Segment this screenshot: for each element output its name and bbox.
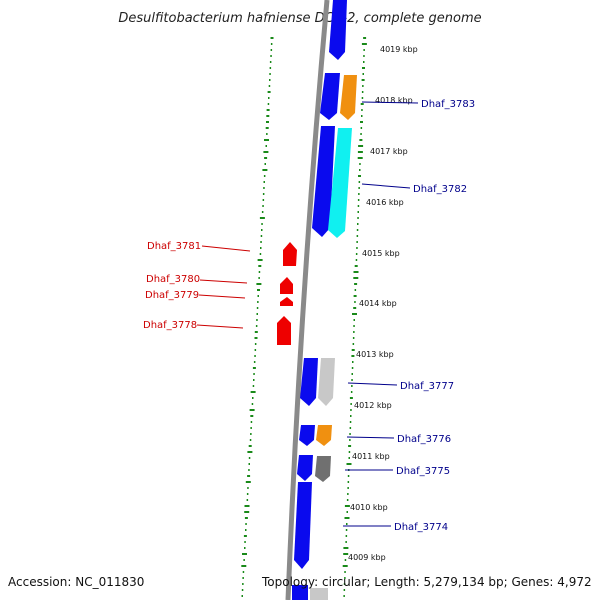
gene-label: Dhaf_3780 bbox=[146, 274, 200, 285]
reverse-gene-labels: Dhaf_3781 Dhaf_3780 Dhaf_3779 Dhaf_3778 bbox=[143, 241, 201, 331]
ruler-label: 4017 kbp bbox=[370, 147, 408, 156]
ruler-label: 4014 kbp bbox=[359, 299, 397, 308]
gene-arrow bbox=[329, 0, 347, 60]
ruler-label: 4010 kbp bbox=[350, 503, 388, 512]
gene-arrow bbox=[280, 277, 293, 294]
colored-genes bbox=[310, 75, 357, 600]
ruler-label: 4018 kbp bbox=[375, 96, 413, 105]
genome-title: Desulfitobacterium hafniense DCB-2, comp… bbox=[118, 11, 481, 26]
gene-arrow-lightgray bbox=[318, 358, 335, 406]
forward-gene-labels: Dhaf_3783 Dhaf_3782 Dhaf_3777 Dhaf_3776 … bbox=[394, 99, 475, 533]
ruler-label: 4019 kbp bbox=[380, 45, 418, 54]
gene-label: Dhaf_3777 bbox=[400, 381, 454, 392]
gene-arrow-orange bbox=[340, 75, 357, 120]
leader-line bbox=[347, 382, 398, 386]
forward-label-lines bbox=[343, 101, 419, 527]
leader-line bbox=[361, 183, 411, 189]
ruler-label: 4012 kbp bbox=[354, 401, 392, 410]
forward-strand-genes bbox=[292, 0, 347, 600]
ruler-label: 4011 kbp bbox=[352, 452, 390, 461]
gene-label: Dhaf_3781 bbox=[147, 241, 201, 252]
gene-arrow-orange bbox=[316, 425, 332, 446]
gene-label: Dhaf_3783 bbox=[421, 99, 475, 110]
leader-line bbox=[201, 245, 251, 252]
gene-arrow-cyan bbox=[328, 128, 352, 238]
gene-arrow bbox=[294, 482, 312, 569]
reverse-strand-genes bbox=[277, 242, 297, 345]
gene-arrow-lightgray bbox=[310, 588, 328, 600]
ruler-label: 4013 kbp bbox=[356, 350, 394, 359]
gene-label: Dhaf_3775 bbox=[396, 466, 450, 477]
gene-arrow bbox=[320, 73, 340, 120]
gene-label: Dhaf_3774 bbox=[394, 522, 448, 533]
gene-label: Dhaf_3776 bbox=[397, 434, 451, 445]
gene-arrow bbox=[312, 126, 335, 237]
gene-label: Dhaf_3779 bbox=[145, 290, 199, 301]
gene-arrow bbox=[277, 316, 291, 345]
gene-arrow bbox=[300, 358, 318, 406]
leader-line bbox=[361, 101, 419, 104]
gene-label: Dhaf_3782 bbox=[413, 184, 467, 195]
gc-track-left bbox=[241, 37, 274, 597]
gene-arrow bbox=[292, 585, 308, 600]
gene-arrow bbox=[299, 425, 315, 446]
genome-backbone bbox=[285, 0, 330, 600]
topology-text: Topology: circular; Length: 5,279,134 bp… bbox=[261, 575, 592, 589]
leader-line bbox=[199, 279, 248, 284]
reverse-label-lines bbox=[196, 245, 251, 329]
gene-arrow bbox=[280, 297, 293, 306]
ruler-label: 4015 kbp bbox=[362, 249, 400, 258]
ruler-label: 4009 kbp bbox=[348, 553, 386, 562]
ruler-label: 4016 kbp bbox=[366, 198, 404, 207]
leader-line bbox=[198, 294, 246, 299]
kbp-ruler: 4019 kbp 4018 kbp 4017 kbp 4016 kbp 4015… bbox=[348, 45, 418, 562]
leader-line bbox=[196, 324, 244, 329]
gc-track-right bbox=[342, 37, 367, 597]
gene-arrow bbox=[283, 242, 297, 266]
accession-text: Accession: NC_011830 bbox=[8, 575, 144, 589]
gene-label: Dhaf_3778 bbox=[143, 320, 197, 331]
gene-arrow-darkgray bbox=[315, 456, 331, 482]
gene-arrow bbox=[297, 455, 313, 481]
leader-line bbox=[346, 436, 395, 439]
